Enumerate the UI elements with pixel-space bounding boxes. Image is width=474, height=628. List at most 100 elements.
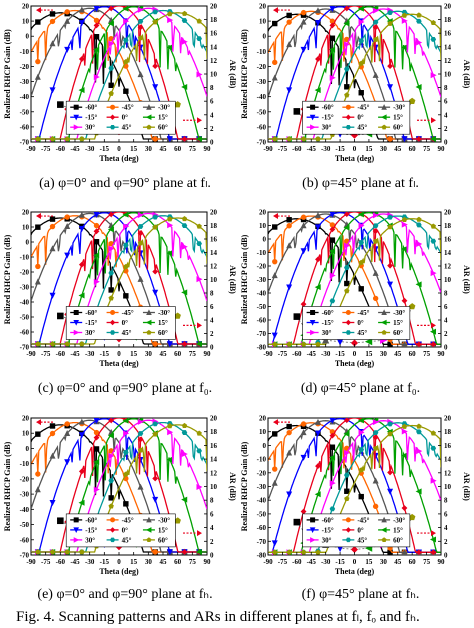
y-right-tick-label: 4 <box>210 317 214 325</box>
legend: -60° -45° -30° -15° 0° 15° 30° 45° 60° <box>65 306 176 340</box>
gain-series-marker <box>344 288 350 294</box>
gain-series-marker <box>343 20 350 27</box>
gain-series-marker <box>167 11 173 17</box>
gain-series-marker <box>93 228 100 235</box>
panel-subtitle: (c) φ=0° and φ=90° plane at f₀. <box>38 381 212 396</box>
legend-marker <box>73 537 80 543</box>
gain-series-marker <box>181 422 188 428</box>
gain-series-marker <box>64 459 71 466</box>
gain-series-marker <box>123 37 129 43</box>
ar-point <box>174 517 181 524</box>
gain-series-marker <box>372 269 379 276</box>
gain-series-marker <box>387 281 394 288</box>
gain-series-marker <box>429 536 437 543</box>
gain-series-marker <box>430 445 437 451</box>
y-left-tick-label: 20 <box>259 415 267 423</box>
y-left-tick-label: -60 <box>20 123 30 131</box>
x-tick-label: 75 <box>189 558 197 566</box>
legend-marker <box>345 319 352 326</box>
y-left-tick-label: -50 <box>20 314 30 322</box>
gain-series-marker <box>300 341 307 347</box>
gain-series-marker <box>315 463 321 469</box>
gain-series-marker <box>401 428 408 435</box>
legend-marker <box>73 114 80 121</box>
gain-series-marker <box>93 429 100 436</box>
gain-series-marker <box>196 71 203 78</box>
gain-series-marker <box>78 468 85 475</box>
gain-series-marker <box>93 212 100 218</box>
legend-label: -15° <box>322 114 334 122</box>
gain-series-marker <box>93 446 100 452</box>
legend-label: 60° <box>158 329 168 337</box>
arrow-head-icon <box>431 530 436 537</box>
y-right-tick-label: 2 <box>210 125 214 133</box>
y-right-tick-label: 10 <box>444 483 452 491</box>
gain-series-marker <box>108 478 114 484</box>
gain-series-marker <box>167 17 174 24</box>
legend-label: -45° <box>357 516 369 524</box>
legend-label: -30° <box>393 104 405 112</box>
y-left-tick-label: -80 <box>257 552 267 560</box>
x-tick-label: -45 <box>307 558 317 566</box>
gain-series-marker <box>271 540 278 547</box>
gain-series-marker <box>137 483 144 490</box>
gain-series-marker <box>123 223 130 230</box>
legend-label: 0° <box>122 319 129 327</box>
gain-series-marker <box>93 17 100 24</box>
y-left-tick-label: -20 <box>257 63 267 71</box>
legend: -60° -45° -30° -15° 0° 15° 30° 45° 60° <box>302 306 411 340</box>
gain-series-marker <box>372 36 379 42</box>
y-right-axis-label: AR (dB) <box>228 265 237 294</box>
gain-series-marker <box>35 471 41 477</box>
y-right-tick-label: 12 <box>210 263 218 271</box>
gain-series-marker <box>93 252 100 259</box>
x-tick-label: 60 <box>174 558 182 566</box>
panel-subtitle: (a) φ=0° and φ=90° plane at fₗ. <box>39 176 211 191</box>
ar-point <box>408 513 416 521</box>
y-left-tick-label: 10 <box>22 18 30 26</box>
gain-series-marker <box>271 332 278 339</box>
gain-series-marker <box>416 429 422 435</box>
gain-series-marker <box>314 7 321 14</box>
y-right-tick-label: 4 <box>210 111 214 119</box>
legend-label: 15° <box>393 114 403 122</box>
y-left-tick-label: 10 <box>259 18 267 26</box>
gain-series-marker <box>314 284 321 291</box>
gain-series-marker <box>137 71 144 78</box>
y-left-tick-label: -10 <box>257 48 267 56</box>
legend-label: 30° <box>85 329 95 337</box>
gain-series-marker <box>93 6 100 12</box>
gain-series-marker <box>387 136 393 142</box>
gain-series-marker <box>286 136 292 142</box>
gain-series-marker <box>108 82 114 88</box>
y-right-tick-label: 16 <box>210 442 218 450</box>
gain-series-marker <box>300 429 307 436</box>
legend-label: 15° <box>158 526 168 534</box>
gain-series-marker <box>49 430 56 437</box>
gain-series-marker <box>152 84 159 91</box>
y-right-tick-label: 14 <box>210 43 218 51</box>
x-tick-label: 45 <box>160 350 168 358</box>
y-left-tick-label: -30 <box>257 78 267 86</box>
y-right-tick-label: 14 <box>210 456 218 464</box>
y-left-tick-label: -50 <box>257 510 267 518</box>
legend-label: 0° <box>122 114 129 122</box>
legend-box <box>65 100 176 135</box>
gain-series-marker <box>93 22 100 29</box>
legend-marker <box>310 124 316 131</box>
gain-series-marker <box>430 477 437 484</box>
gain-series-marker <box>415 488 422 495</box>
gain-series-marker <box>416 240 423 247</box>
gain-series-line <box>31 6 207 140</box>
y-right-tick-label: 8 <box>210 497 214 505</box>
y-left-tick-label: -10 <box>20 460 30 468</box>
gain-series-marker <box>108 418 115 424</box>
gain-series-marker <box>107 432 114 439</box>
x-axis-label: Theta (deg) <box>335 359 375 368</box>
y-left-tick-label: 10 <box>22 430 30 438</box>
x-tick-label: 45 <box>160 145 168 153</box>
gain-series-marker <box>196 430 202 436</box>
gain-series-line <box>31 418 207 553</box>
x-tick-label: -60 <box>292 558 302 566</box>
